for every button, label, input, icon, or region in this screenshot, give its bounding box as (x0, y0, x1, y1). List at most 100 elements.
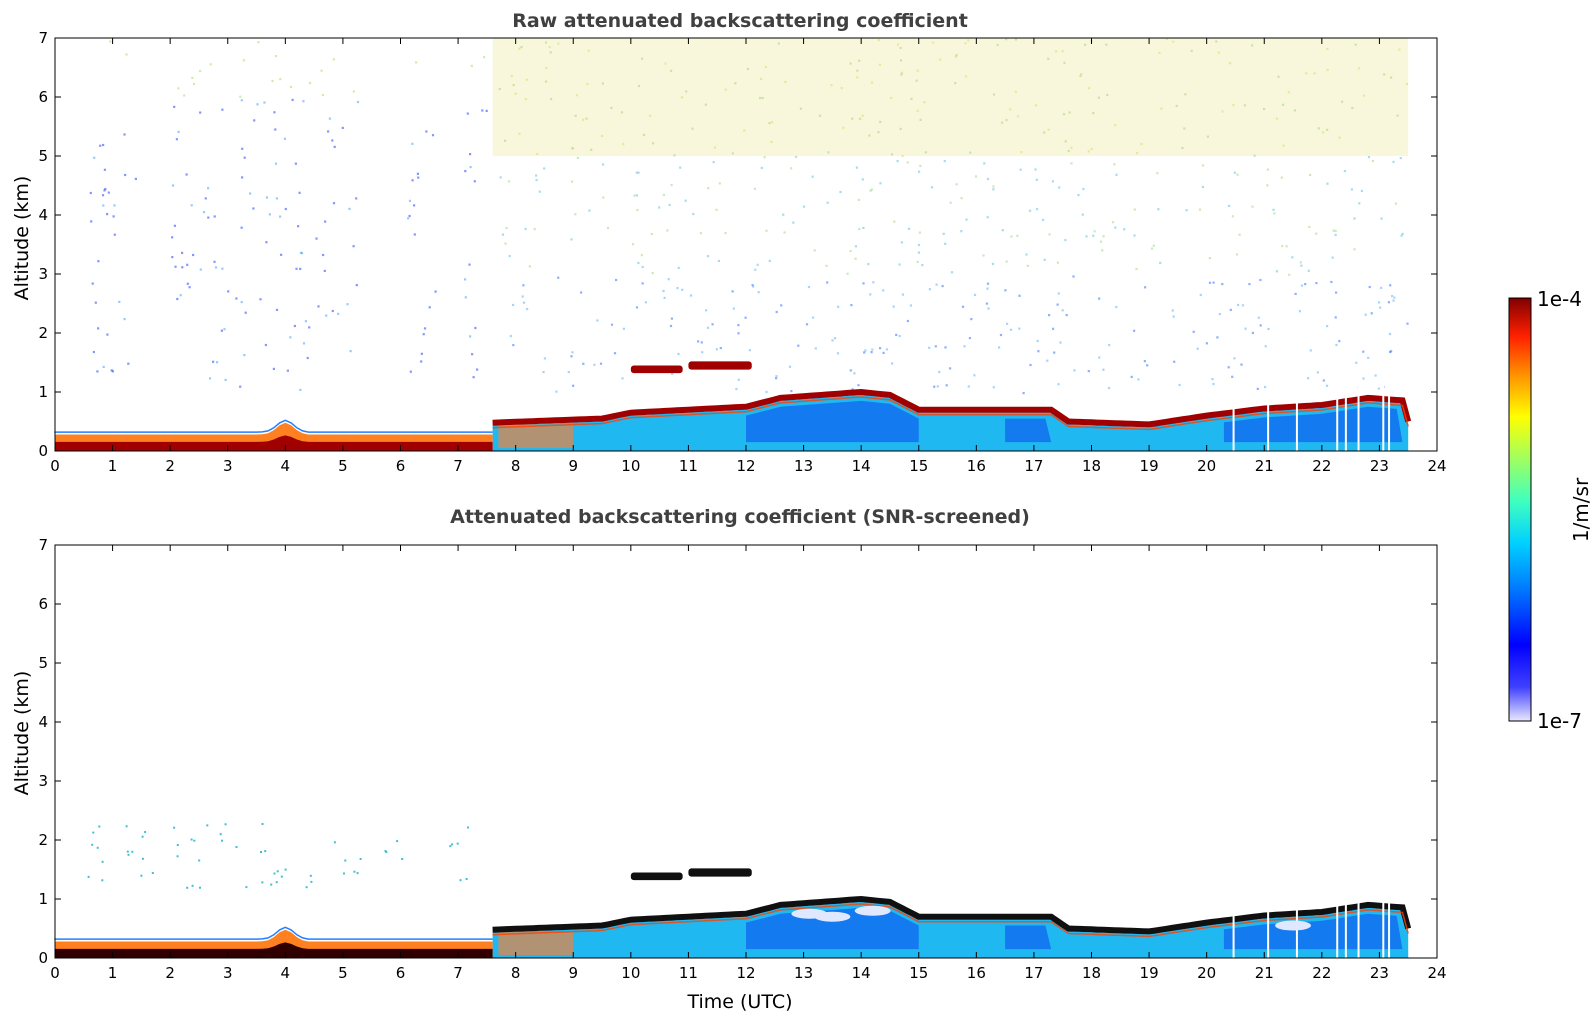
x-tick-label: 3 (223, 964, 233, 982)
x-tick-label: 15 (909, 964, 928, 982)
noise-pixel (1379, 306, 1382, 309)
noise-pixel (283, 137, 286, 140)
noise-pixel (113, 204, 116, 207)
noise-pixel (1236, 173, 1239, 176)
screened-hole (854, 905, 891, 916)
noise-pixel (861, 114, 864, 117)
noise-pixel (240, 99, 243, 102)
noise-pixel (264, 343, 267, 347)
noise-pixel (324, 220, 327, 223)
noise-pixel (775, 375, 778, 378)
noise-pixel (825, 264, 828, 267)
missing-profile (1357, 380, 1360, 451)
noise-pixel (854, 257, 857, 260)
noise-pixel (945, 384, 948, 387)
x-axis: 0 1 2 3 4 5 6 7 8 9 10 11 12 13 14 15 16 17 18 19 20 21 22 23 24 (50, 38, 1447, 475)
noise-pixel (1018, 294, 1021, 297)
noise-pixel (1244, 327, 1247, 330)
noise-pixel (235, 846, 238, 848)
noise-pixel (141, 857, 144, 860)
noise-pixel (1093, 230, 1096, 233)
noise-pixel (1362, 377, 1365, 380)
noise-pixel (992, 185, 995, 188)
noise-pixel (641, 57, 644, 60)
x-tick-label: 2 (165, 964, 175, 982)
noise-pixel (830, 84, 833, 87)
noise-pixel (658, 206, 661, 209)
noise-pixel (208, 377, 212, 380)
noise-pixel (667, 278, 670, 281)
noise-pixel (275, 55, 278, 58)
noise-pixel (992, 188, 995, 191)
x-tick-label: 19 (1140, 457, 1159, 475)
x-tick-label: 5 (338, 457, 348, 475)
boundary-layer-top (492, 895, 1412, 935)
noise-pixel (289, 85, 292, 88)
noise-pixel (970, 318, 973, 321)
noise-pixel (98, 825, 101, 828)
noise-pixel (408, 214, 411, 218)
noise-pixel (124, 173, 127, 177)
x-tick-label: 13 (794, 457, 813, 475)
noise-pixel (760, 166, 763, 169)
noise-pixel (192, 82, 196, 86)
noise-pixel (131, 850, 134, 853)
x-tick-label: 9 (568, 964, 578, 982)
noise-pixel (1399, 157, 1402, 160)
noise-pixel (518, 132, 521, 135)
y-tick-label: 5 (38, 147, 48, 165)
noise-pixel (1014, 38, 1017, 41)
noise-pixel (635, 306, 639, 309)
noise-pixel (1211, 378, 1214, 381)
noise-pixel (464, 278, 467, 281)
noise-pixel (173, 826, 176, 829)
noise-pixel (207, 216, 210, 219)
noise-pixel (853, 372, 856, 375)
noise-pixel (179, 294, 182, 297)
noise-pixel (252, 207, 255, 210)
noise-pixel (869, 189, 872, 192)
noise-pixel (415, 61, 418, 64)
noise-pixel (936, 385, 939, 388)
noise-pixel (1334, 229, 1337, 232)
noise-pixel (1108, 387, 1111, 390)
noise-pixel (827, 151, 830, 154)
noise-pixel (1087, 87, 1091, 90)
noise-pixel (1025, 253, 1028, 256)
noise-pixel (1298, 310, 1301, 313)
noise-pixel (190, 838, 193, 841)
noise-pixel (870, 188, 873, 191)
noise-pixel (783, 231, 786, 234)
noise-pixel (737, 378, 740, 381)
noise-pixel (622, 327, 625, 330)
noise-pixel (186, 886, 189, 889)
noise-pixel (1022, 392, 1025, 395)
noise-pixel (917, 243, 921, 247)
noise-pixel (93, 156, 96, 159)
noise-pixel (1335, 291, 1338, 294)
noise-pixel (538, 190, 541, 193)
noise-pixel (265, 196, 268, 199)
noise-pixel (177, 87, 180, 90)
surface-aerosol-core (55, 942, 493, 958)
noise-pixel (1338, 136, 1341, 139)
x-tick-label: 13 (794, 964, 813, 982)
noise-pixel (284, 868, 287, 871)
noise-pixel (812, 316, 815, 319)
noise-pixel (921, 264, 924, 267)
noise-pixel (636, 208, 639, 212)
noise-pixel (1370, 312, 1373, 315)
noise-pixel (90, 220, 93, 223)
noise-pixel (924, 151, 927, 154)
noise-pixel (1005, 118, 1008, 122)
noise-pixel (459, 879, 462, 882)
noise-pixel (356, 872, 359, 875)
noise-pixel (1377, 387, 1380, 390)
noise-pixel (670, 317, 673, 320)
noise-pixel (268, 213, 271, 216)
colorbar-gradient (1508, 297, 1532, 722)
noise-pixel (185, 173, 188, 176)
noise-pixel (837, 305, 840, 308)
noise-pixel (542, 371, 545, 374)
noise-pixel (858, 228, 861, 231)
